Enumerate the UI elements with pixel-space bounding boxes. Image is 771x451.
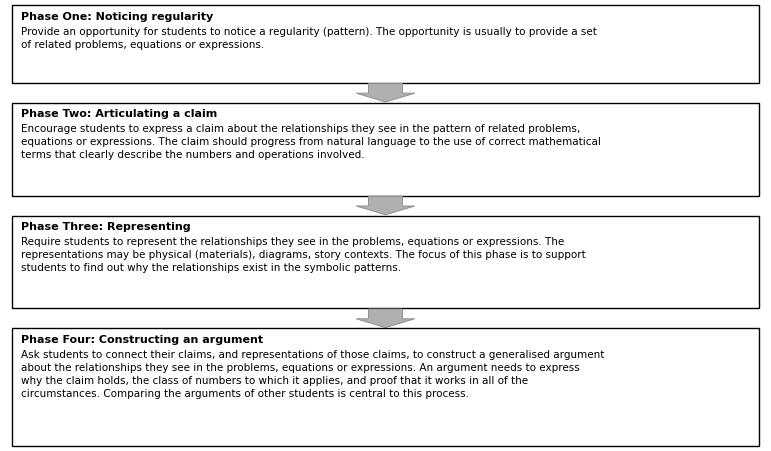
Polygon shape bbox=[356, 83, 415, 102]
Text: Ask students to connect their claims, and representations of those claims, to co: Ask students to connect their claims, an… bbox=[21, 350, 604, 399]
Bar bbox=[12, 328, 759, 446]
Text: Phase One: Noticing regularity: Phase One: Noticing regularity bbox=[21, 12, 213, 22]
Bar bbox=[12, 5, 759, 83]
Polygon shape bbox=[356, 196, 415, 215]
Text: Require students to represent the relationships they see in the problems, equati: Require students to represent the relati… bbox=[21, 237, 585, 273]
Text: Phase Three: Representing: Phase Three: Representing bbox=[21, 222, 190, 232]
Text: Encourage students to express a claim about the relationships they see in the pa: Encourage students to express a claim ab… bbox=[21, 124, 601, 161]
Text: Phase Two: Articulating a claim: Phase Two: Articulating a claim bbox=[21, 109, 217, 119]
Text: Phase Four: Constructing an argument: Phase Four: Constructing an argument bbox=[21, 335, 263, 345]
Bar bbox=[12, 103, 759, 196]
Text: Provide an opportunity for students to notice a regularity (pattern). The opport: Provide an opportunity for students to n… bbox=[21, 27, 597, 50]
Polygon shape bbox=[356, 309, 415, 327]
Bar bbox=[12, 216, 759, 308]
